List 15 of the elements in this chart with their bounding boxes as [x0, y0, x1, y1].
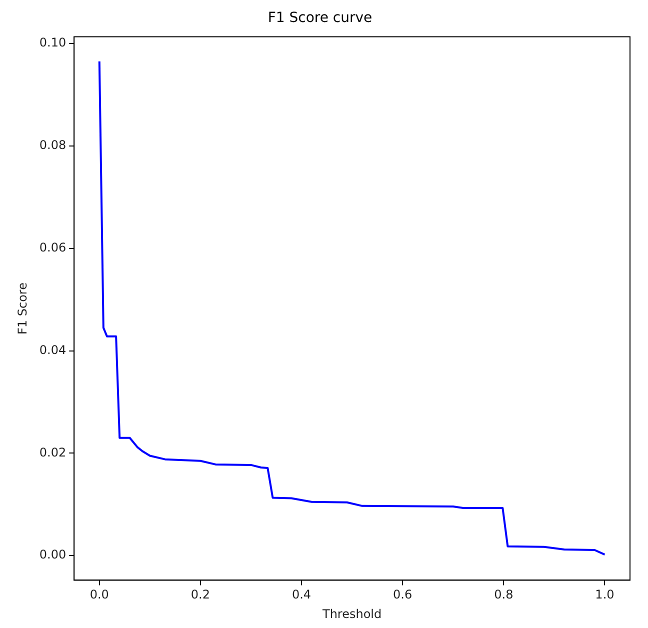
y-tick-label: 0.00 — [39, 548, 66, 562]
x-axis-title: Threshold — [321, 606, 382, 621]
y-tick-label: 0.06 — [39, 240, 66, 254]
x-tick-label: 0.0 — [90, 588, 109, 602]
x-tick-label: 0.8 — [494, 588, 514, 602]
x-tick-label: 0.2 — [190, 588, 210, 602]
y-tick-label: 0.10 — [39, 36, 66, 50]
y-tick-label: 0.02 — [39, 445, 66, 460]
y-tick-label: 0.08 — [39, 138, 66, 152]
chart-title: F1 Score curve — [268, 10, 372, 26]
x-tick-label: 0.4 — [292, 588, 312, 602]
y-axis-title: F1 Score — [15, 282, 30, 334]
x-tick-label: 1.0 — [595, 588, 614, 602]
y-tick-label: 0.04 — [39, 342, 66, 357]
x-tick-label: 0.6 — [393, 588, 412, 602]
